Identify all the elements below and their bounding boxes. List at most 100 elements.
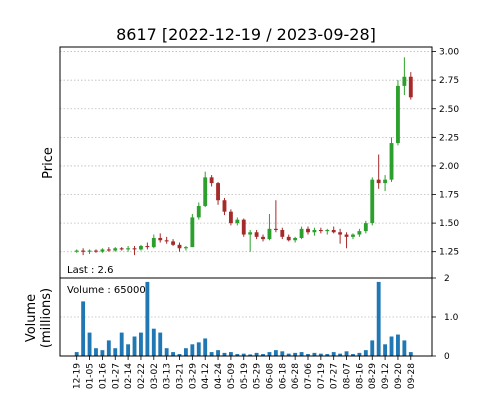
candle-body (293, 237, 298, 241)
y-tick-label: 1.25 (439, 248, 459, 258)
x-tick-label: 06-08 (265, 363, 275, 389)
candle-body (171, 241, 176, 245)
volume-bar (351, 354, 355, 356)
x-tick-label: 02-22 (137, 363, 147, 389)
x-tick-label: 05-19 (240, 363, 250, 389)
candle-body (383, 179, 388, 184)
candle-body (119, 248, 124, 250)
candle-body (331, 229, 336, 233)
volume-bar (338, 353, 343, 356)
candle-body (402, 76, 407, 86)
annotation: Volume : 65000 (67, 285, 146, 296)
volume-bar (139, 332, 143, 356)
volume-bar (184, 348, 188, 356)
candle-body (113, 248, 118, 251)
x-tick-label: 09-20 (394, 363, 404, 389)
volume-bar (408, 352, 413, 356)
volume-bar (402, 340, 407, 356)
volume-bar (164, 348, 169, 356)
candle-body (357, 231, 362, 235)
candle-body (254, 232, 259, 237)
candle-body (139, 245, 143, 250)
candle-body (241, 219, 246, 235)
candle-body (248, 232, 253, 235)
volume-bar (235, 354, 240, 356)
y2-axis-label: Volume (24, 294, 39, 342)
x-tick-label: 12-19 (73, 363, 83, 389)
volume-bar (306, 354, 310, 356)
candle-body (267, 228, 272, 240)
candle-body (190, 217, 195, 248)
x-tick-label: 06-18 (278, 363, 288, 389)
volume-bar (261, 354, 265, 356)
volume-bar (222, 352, 227, 356)
volume-bar (273, 350, 278, 356)
volume-bar (312, 352, 317, 356)
candle-body (126, 248, 131, 250)
candle-body (376, 179, 381, 184)
x-tick-label: 01-16 (98, 363, 108, 389)
candle-body (145, 245, 150, 248)
candle-body (396, 85, 400, 144)
volume-bar (383, 344, 388, 356)
x-tick-label: 03-29 (188, 363, 198, 389)
x-tick-label: 07-19 (317, 363, 327, 389)
volume-bar (81, 301, 86, 356)
x-tick-label: 09-12 (381, 363, 391, 389)
x-tick-label: 06-28 (291, 363, 301, 389)
volume-bar (87, 332, 92, 356)
candle-body (87, 250, 92, 252)
volume-bar (280, 351, 285, 356)
candle-body (299, 228, 304, 238)
candle-body (408, 76, 413, 98)
candle-body (222, 200, 227, 212)
y-tick-label: 3.00 (439, 48, 459, 58)
x-tick-label: 07-27 (330, 363, 340, 389)
volume-bar (370, 340, 375, 356)
volume-bar (113, 348, 118, 356)
volume-bar (151, 328, 156, 356)
volume-bar (196, 342, 201, 356)
candle-body (203, 177, 208, 206)
volume-bar (241, 353, 246, 356)
volume-bar (286, 353, 291, 356)
candle-body (280, 229, 285, 237)
x-tick-label: 03-02 (150, 363, 160, 389)
volume-bar (126, 344, 131, 356)
volume-bar (267, 352, 272, 356)
volume-bar (158, 332, 163, 356)
y-tick-label: 1.50 (439, 219, 459, 229)
candle-body (216, 183, 220, 201)
volume-bar (376, 281, 381, 356)
y-tick-label: 2.00 (439, 162, 459, 172)
x-tick-label: 04-12 (201, 363, 211, 389)
volume-bar (318, 353, 323, 356)
candle-body (196, 205, 201, 218)
volume-bar (248, 354, 253, 356)
candle-body (184, 247, 188, 249)
volume-bar (132, 336, 137, 356)
volume-bar (363, 350, 368, 356)
volume-bar (100, 350, 105, 356)
y2-tick-label: 0 (444, 352, 450, 362)
x-tick-label: 08-29 (368, 363, 378, 389)
candle-body (228, 211, 233, 224)
x-tick-label: 07-06 (304, 363, 314, 389)
volume-bar (299, 352, 304, 356)
x-tick-label: 03-13 (163, 363, 173, 389)
y-tick-label: 2.50 (439, 105, 459, 115)
candle-body (338, 232, 343, 235)
volume-bar (209, 352, 214, 356)
x-tick-label: 09-28 (407, 363, 417, 389)
price-frame (59, 46, 433, 279)
volume-bar (254, 352, 259, 356)
volume-bar (325, 354, 330, 356)
candle-body (209, 177, 214, 184)
volume-bar (119, 332, 124, 356)
candle-body (351, 234, 355, 237)
x-tick-label: 05-29 (253, 363, 263, 389)
candle-body (235, 219, 240, 224)
y2-axis-label: (millions) (39, 288, 54, 348)
volume-bar (396, 334, 400, 356)
volume-frame (59, 277, 433, 357)
